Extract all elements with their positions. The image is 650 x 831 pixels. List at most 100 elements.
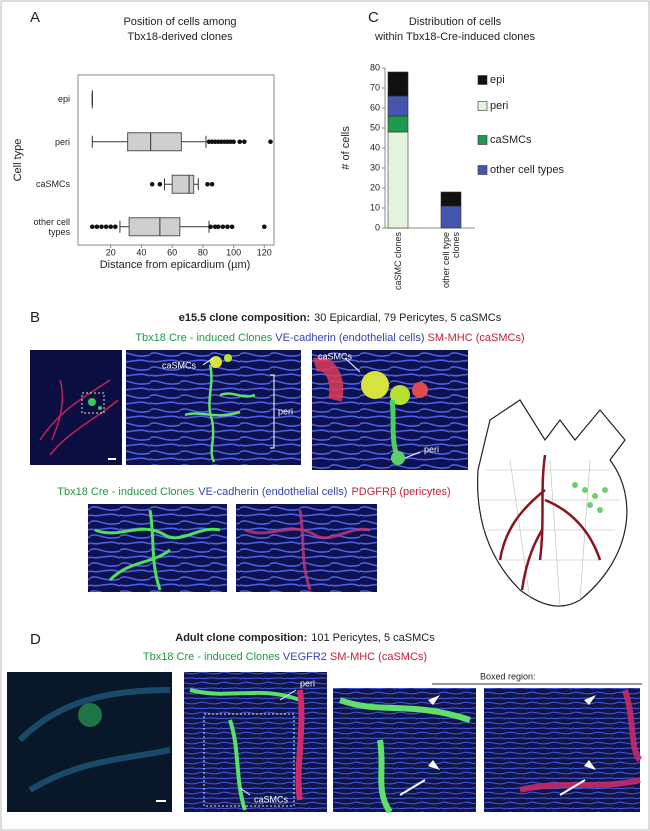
bar-segment bbox=[440, 191, 462, 207]
y-tick-label: other cell types bbox=[33, 216, 70, 237]
micrograph-part bbox=[108, 458, 116, 460]
legend-blue: VEGFR2 bbox=[283, 651, 327, 663]
chart-title: Position of cells among bbox=[123, 16, 236, 28]
outlier bbox=[262, 224, 267, 230]
micrograph-part bbox=[189, 688, 301, 811]
legend-blue: VE-cadherin (endothelial cells) bbox=[275, 332, 424, 344]
legend-label: other cell types bbox=[490, 164, 564, 176]
legend-green: Tbx18 Cre - induced Clones bbox=[143, 651, 280, 663]
legend-swatch bbox=[477, 101, 488, 111]
outlier bbox=[89, 224, 95, 230]
outlier bbox=[149, 181, 155, 187]
box bbox=[171, 174, 195, 194]
outlier bbox=[242, 139, 247, 145]
boxed-region-label: Boxed region: bbox=[480, 671, 536, 681]
panel-label: D bbox=[30, 631, 41, 648]
heading-text: 101 Pericytes, 5 caSMCs bbox=[311, 632, 435, 644]
micrograph bbox=[236, 504, 377, 592]
legend-green: Tbx18 Cre - induced Clones bbox=[135, 332, 272, 344]
heart-diagram-part bbox=[572, 482, 578, 488]
micrograph-part bbox=[39, 379, 119, 456]
outlier bbox=[229, 224, 235, 230]
heading-bold: Adult clone composition: bbox=[175, 632, 307, 644]
heart-diagram-part bbox=[582, 487, 588, 493]
image-label: peri bbox=[278, 406, 293, 416]
micrograph-part bbox=[17, 687, 171, 793]
y-tick-label: 10 bbox=[370, 202, 380, 212]
micrograph-part bbox=[203, 713, 295, 807]
outlier bbox=[225, 224, 230, 230]
panel-label: C bbox=[368, 9, 379, 26]
x-tick-label: other cell type clones bbox=[441, 232, 461, 289]
micrograph bbox=[88, 504, 227, 592]
bar-segment bbox=[440, 205, 462, 229]
outlier bbox=[113, 224, 118, 230]
micrograph-part bbox=[399, 779, 426, 796]
micrograph bbox=[30, 350, 122, 465]
x-tick-label: 60 bbox=[167, 247, 177, 257]
image-label: peri bbox=[424, 444, 439, 454]
micrograph-part bbox=[559, 779, 586, 796]
outlier bbox=[209, 181, 215, 187]
bar-segment bbox=[387, 115, 409, 133]
x-tick-label: 80 bbox=[198, 247, 208, 257]
micrograph-part bbox=[361, 371, 389, 399]
y-tick-label: 40 bbox=[370, 142, 380, 152]
heading: Adult clone composition: 101 Pericytes, 5… bbox=[175, 632, 435, 644]
outlier bbox=[108, 224, 114, 230]
outlier bbox=[220, 224, 226, 230]
legend-label: epi bbox=[490, 74, 505, 86]
bar-segment bbox=[387, 71, 409, 97]
legend-red: PDGFRβ (pericytes) bbox=[351, 486, 450, 498]
micrograph-part bbox=[126, 350, 301, 465]
micrograph-part bbox=[519, 689, 643, 793]
y-tick-label: 0 bbox=[375, 222, 380, 232]
outlier bbox=[237, 139, 243, 145]
legend-red: SM-MHC (caSMCs) bbox=[427, 332, 524, 344]
micrograph-part bbox=[78, 703, 102, 727]
legend-line: Tbx18 Cre - induced Clones VEGFR2 SM-MHC (… bbox=[143, 651, 427, 663]
micrograph-part bbox=[279, 689, 297, 701]
y-axis-label: # of cells bbox=[340, 126, 352, 170]
chart-title: Distribution of cells bbox=[409, 16, 502, 28]
outlier bbox=[208, 224, 213, 230]
y-tick-label: caSMCs bbox=[35, 179, 70, 190]
outlier bbox=[205, 181, 210, 187]
micrograph-part bbox=[391, 451, 405, 465]
micrograph-part bbox=[30, 350, 122, 465]
y-axis-label: Cell type bbox=[12, 139, 24, 182]
legend-swatch bbox=[477, 75, 488, 85]
micrograph bbox=[333, 688, 476, 814]
outlier bbox=[157, 181, 163, 187]
box bbox=[127, 132, 182, 152]
legend-label: peri bbox=[490, 100, 508, 112]
heart-diagram-part bbox=[602, 487, 608, 493]
micrograph-part bbox=[184, 364, 256, 463]
micrograph-part bbox=[295, 689, 305, 801]
micrograph-part bbox=[98, 406, 102, 410]
legend-swatch bbox=[477, 165, 488, 175]
heart-diagram-part bbox=[592, 493, 598, 499]
micrograph-part bbox=[81, 392, 105, 414]
legend-green: Tbx18 Cre - induced Clones bbox=[57, 486, 194, 498]
x-tick-label: 100 bbox=[226, 247, 241, 257]
image-label: caSMCs bbox=[318, 351, 353, 361]
micrograph bbox=[126, 350, 301, 465]
micrograph bbox=[7, 672, 172, 812]
x-tick-label: caSMC clones bbox=[393, 232, 403, 291]
image-label: caSMCs bbox=[162, 360, 197, 370]
micrograph-part bbox=[390, 385, 410, 405]
heading-text: 30 Epicardial, 79 Pericytes, 5 caSMCs bbox=[314, 312, 502, 324]
chart-title: within Tbx18-Cre-induced clones bbox=[374, 31, 535, 43]
micrograph-part bbox=[88, 398, 96, 406]
micrograph-part bbox=[404, 451, 421, 459]
micrograph-part bbox=[312, 357, 344, 402]
panel-label: B bbox=[30, 309, 40, 326]
box bbox=[128, 217, 181, 237]
heart-diagram-part bbox=[498, 454, 602, 591]
micrograph bbox=[312, 350, 468, 470]
y-tick-label: 70 bbox=[370, 82, 380, 92]
x-tick-label: 40 bbox=[136, 247, 146, 257]
outlier bbox=[99, 224, 104, 230]
